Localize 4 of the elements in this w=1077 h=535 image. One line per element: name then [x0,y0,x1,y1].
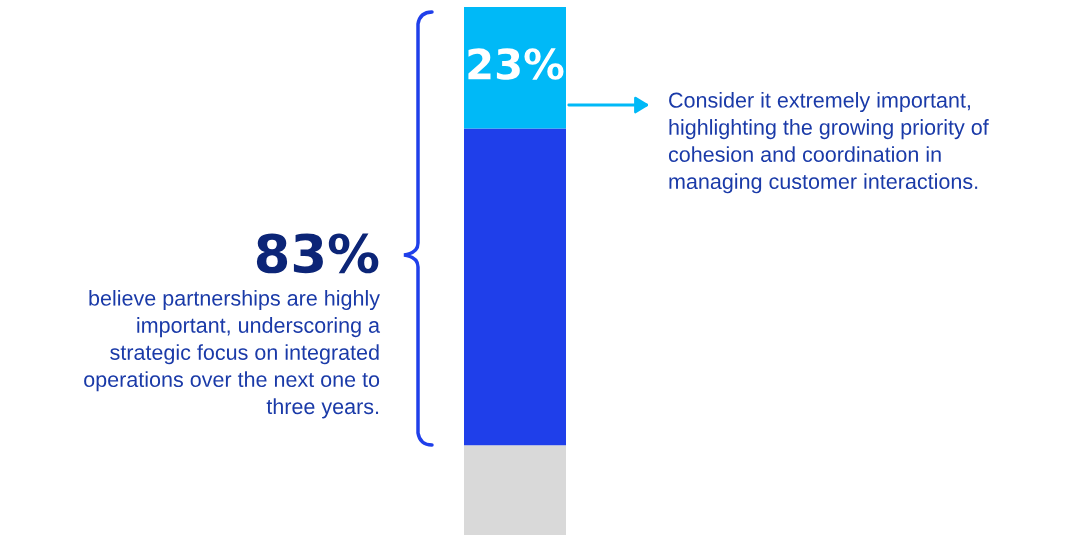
text: 83% [256,233,379,274]
data-label: 23% [468,48,564,80]
text: Consider it extremely important, highlighting the growing priority of cohesion and coordination in managing customer interactions. [668,92,989,194]
text: believe partnerships are highly important, underscoring a strategic focus on integrated operations over the next one to three years. [84,290,381,419]
